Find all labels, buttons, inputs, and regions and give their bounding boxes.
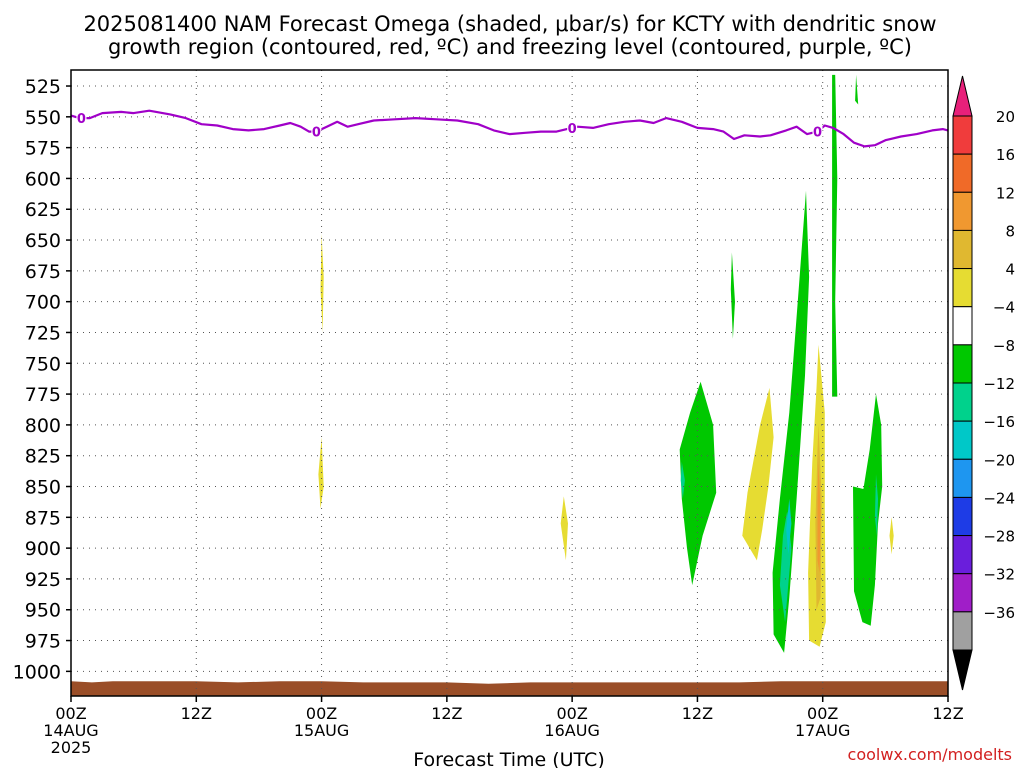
colorbar-swatch [952, 306, 973, 346]
colorbar-swatch [952, 611, 973, 651]
omega-region-1 [318, 437, 324, 509]
omega-region-5 [730, 252, 735, 339]
colorbar-swatch [952, 344, 973, 384]
plot-area: 0 0 0 0 [70, 69, 949, 697]
colorbar-label: −8 [993, 337, 1015, 355]
y-tick-label: 825 [25, 446, 61, 468]
y-tick-label: 1000 [13, 661, 61, 683]
colorbar-swatch [952, 382, 973, 422]
freezing-label-bg-1 [311, 124, 322, 138]
colorbar-label: −4 [993, 299, 1015, 317]
freezing-label-bg-3 [812, 124, 823, 138]
colorbar-swatch [952, 268, 973, 308]
omega-region-16 [874, 474, 878, 536]
colorbar-label: −12 [983, 375, 1015, 393]
watermark: coolwx.com/modelts [848, 745, 1012, 764]
colorbar-swatch [952, 573, 973, 613]
x-tick-date-label: 16AUG [544, 721, 599, 740]
y-tick-label: 675 [25, 261, 61, 283]
freezing-level-label: 0 [568, 122, 577, 137]
omega-region-9 [786, 498, 792, 555]
y-tick-label: 950 [25, 600, 61, 622]
y-tick-label: 725 [25, 322, 61, 344]
colorbar-swatch [952, 458, 973, 498]
omega-region-17 [889, 517, 894, 555]
colorbar-swatch [952, 229, 973, 270]
x-tick-date-label: 14AUG [43, 721, 98, 740]
omega-region-6 [742, 387, 774, 561]
y-tick-label: 650 [25, 230, 61, 252]
freezing-level-label: 0 [77, 112, 86, 127]
y-tick-label: 800 [25, 415, 61, 437]
x-tick-label: 00Z [807, 704, 838, 723]
y-tick-label: 750 [25, 353, 61, 375]
x-axis-label: Forecast Time (UTC) [413, 749, 604, 768]
colorbar-label: −24 [983, 489, 1015, 507]
y-tick-label: 900 [25, 538, 61, 560]
y-tick-label: 700 [25, 292, 61, 314]
colorbar-label: −20 [983, 451, 1015, 469]
colorbar-swatch [952, 191, 973, 231]
y-tick-label: 550 [25, 107, 61, 129]
chart-title-line-1: 2025081400 NAM Forecast Omega (shaded, μ… [83, 12, 936, 36]
omega-region-0 [320, 233, 324, 333]
x-tick-label: 12Z [431, 704, 462, 723]
x-tick-label: 12Z [682, 704, 713, 723]
colorbar: 20 16 12 8 4 −4 −8 −12 −16 −20 −24 −28 −32 −36 [952, 75, 1015, 691]
omega-region-15 [853, 394, 883, 626]
y-tick-label: 875 [25, 507, 61, 529]
x-tick-date-label: 17AUG [795, 721, 850, 740]
y-tick-label: 975 [25, 631, 61, 653]
y-axis: 525 550 575 600 625 650 675 700 725 750 775 800 825 8… [13, 76, 71, 683]
freezing-level-label: 0 [312, 126, 321, 141]
omega-region-11 [855, 74, 859, 105]
omega-region-3 [679, 381, 717, 586]
colorbar-label: 4 [1005, 261, 1015, 279]
x-tick-label: 00Z [55, 704, 86, 723]
colorbar-label: 16 [996, 146, 1015, 164]
omega-region-2 [560, 496, 568, 561]
chart-title-line-2: growth region (contoured, red, ºC) and f… [108, 35, 912, 59]
colorbar-swatch [952, 115, 973, 155]
colorbar-label: 20 [996, 108, 1015, 126]
colorbar-label: 8 [1005, 222, 1015, 240]
colorbar-label: −36 [983, 604, 1015, 622]
colorbar-top-arrow [952, 75, 973, 117]
colorbar-label: −28 [983, 528, 1015, 546]
x-tick-label: 00Z [306, 704, 337, 723]
freezing-level-label: 0 [813, 126, 822, 141]
colorbar-swatch [952, 535, 973, 575]
freezing-label-bg-2 [567, 120, 578, 134]
omega-region-10 [832, 74, 838, 397]
colorbar-swatch [952, 153, 973, 193]
ground-surface [71, 681, 948, 696]
x-tick-label: 12Z [932, 704, 963, 723]
colorbar-label: 12 [996, 184, 1015, 202]
y-tick-label: 775 [25, 384, 61, 406]
x-tick-date-label: 15AUG [294, 721, 349, 740]
colorbar-label: −16 [983, 413, 1015, 431]
omega-region-7 [772, 190, 810, 653]
y-tick-label: 600 [25, 168, 61, 190]
y-tick-label: 575 [25, 138, 61, 160]
x-tick-year-label: 2025 [51, 738, 92, 757]
plot-frame [70, 69, 949, 697]
y-tick-label: 625 [25, 199, 61, 221]
colorbar-swatch [952, 496, 973, 537]
x-tick-label: 12Z [181, 704, 212, 723]
omega-region-14 [817, 461, 821, 573]
y-tick-label: 850 [25, 477, 61, 499]
freezing-label-bg-0 [76, 111, 87, 125]
y-tick-label: 925 [25, 569, 61, 591]
colorbar-bottom-arrow [952, 649, 973, 691]
colorbar-swatch [952, 420, 973, 460]
freezing-level-line [70, 109, 949, 148]
y-tick-label: 525 [25, 76, 61, 98]
colorbar-label: −32 [983, 566, 1015, 584]
x-tick-label: 00Z [556, 704, 587, 723]
omega-region-4 [680, 461, 685, 499]
